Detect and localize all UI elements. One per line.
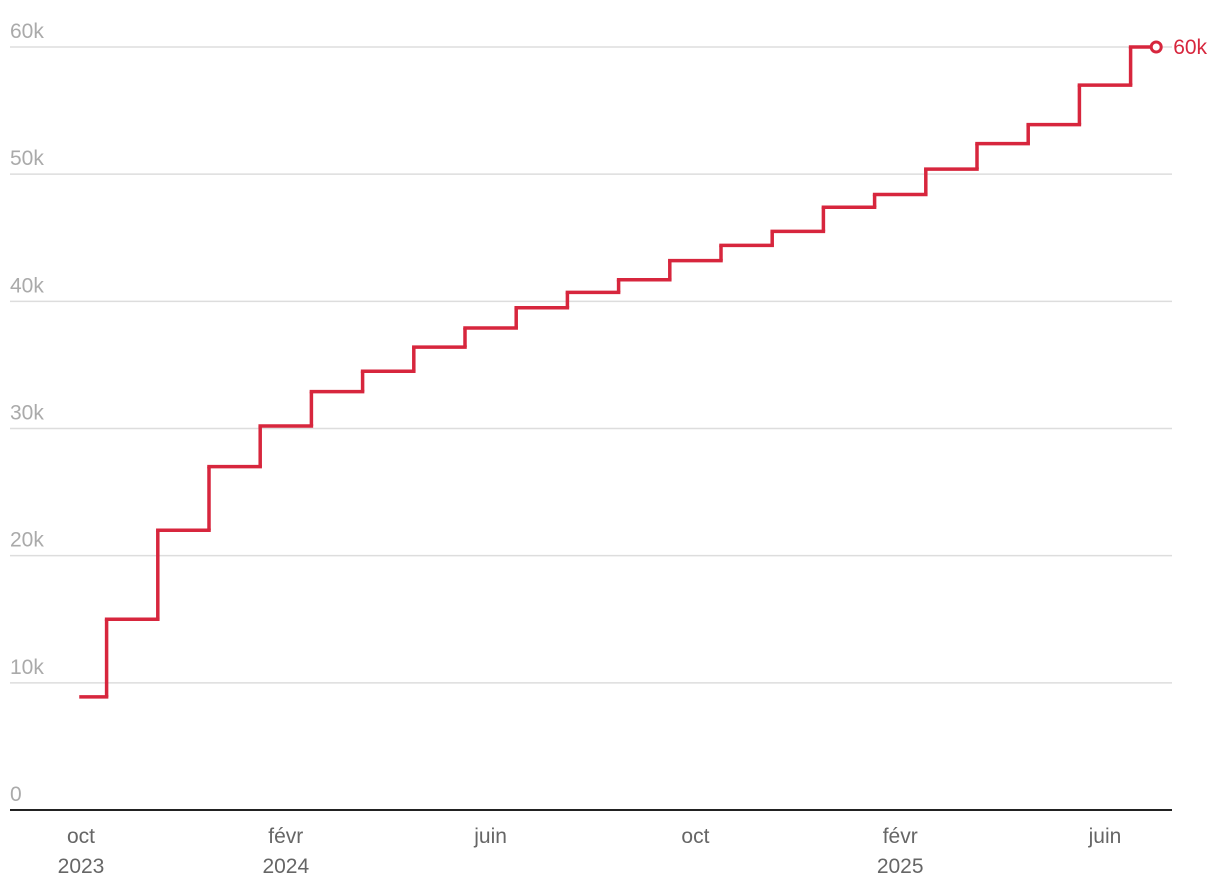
y-tick-label: 20k <box>10 529 44 552</box>
end-label: 60k <box>1173 36 1207 59</box>
x-tick-year: 2024 <box>262 855 309 878</box>
y-tick-label: 40k <box>10 274 44 297</box>
x-tick-label: juin <box>473 825 507 848</box>
y-tick-label: 10k <box>10 656 44 679</box>
x-tick-year: 2023 <box>58 855 105 878</box>
x-tick-year: 2025 <box>877 855 924 878</box>
end-point <box>1149 40 1163 54</box>
y-tick-label: 50k <box>10 147 44 170</box>
x-tick-label: oct <box>67 825 95 848</box>
y-tick-label: 0 <box>10 783 22 806</box>
x-tick-label: févr <box>268 825 303 848</box>
y-tick-label: 60k <box>10 20 44 43</box>
x-tick-label: oct <box>681 825 709 848</box>
y-tick-label: 30k <box>10 402 44 425</box>
x-tick-label: juin <box>1088 825 1122 848</box>
x-tick-label: févr <box>883 825 918 848</box>
